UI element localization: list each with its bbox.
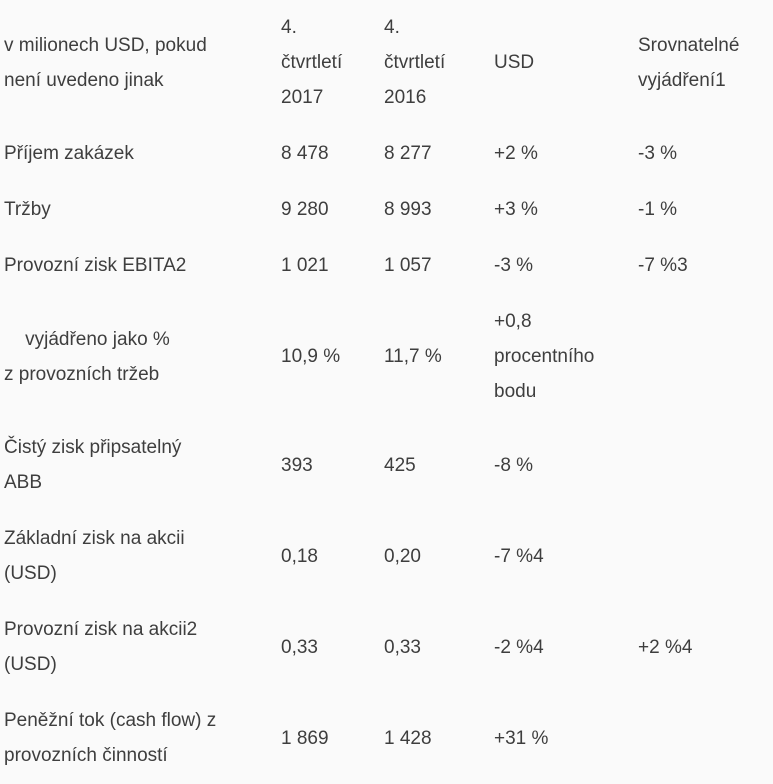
row-label: Čistý zisk připsatelný ABB	[4, 437, 182, 493]
row-label: Provozní zisk EBITA2	[4, 255, 187, 276]
value-usd-change: +31 %	[494, 727, 549, 749]
value-comparable-change: -7 %3	[638, 255, 688, 276]
value-q4-2016: 1 428	[384, 727, 432, 749]
value-q4-2017: 1 869	[281, 727, 329, 749]
table-row: Příjem zakázek 8 478 8 277 +2 % -3 %	[0, 126, 773, 182]
header-row: v milionech USD, pokud není uvedeno jina…	[0, 0, 773, 126]
table-row: Čistý zisk připsatelný ABB 393 425 -8 %	[0, 420, 773, 511]
row-label: Tržby	[4, 199, 51, 220]
table-row: Provozní zisk EBITA2 1 021 1 057 -3 % -7…	[0, 238, 773, 294]
value-usd-change: -3 %	[494, 255, 534, 276]
value-usd-change: -7 %4	[494, 545, 544, 567]
value-q4-2017: 0,33	[281, 636, 318, 658]
value-comparable-change	[634, 511, 773, 602]
value-comparable-change	[634, 420, 773, 511]
value-q4-2017: 10,9 %	[281, 346, 341, 367]
row-label: Příjem zakázek	[4, 143, 134, 164]
value-q4-2017: 9 280	[281, 199, 329, 220]
value-comparable-change: -1 %	[638, 199, 678, 220]
row-label: Provozní zisk na akcii2 (USD)	[4, 619, 198, 675]
value-q4-2017: 393	[281, 454, 313, 476]
value-usd-change: +2 %	[494, 143, 538, 164]
value-usd-change: +3 %	[494, 199, 538, 220]
table-row: Tržby 9 280 8 993 +3 % -1 %	[0, 182, 773, 238]
column-header-usd: USD	[494, 52, 535, 73]
row-label: Peněžní tok (cash flow) z provozních čin…	[4, 710, 217, 766]
value-q4-2016: 0,20	[384, 545, 421, 567]
value-q4-2017: 8 478	[281, 143, 329, 164]
column-header-q4-2016: 4. čtvrtletí 2016	[384, 17, 446, 108]
value-q4-2016: 1 057	[384, 255, 432, 276]
value-q4-2016: 11,7 %	[384, 346, 442, 367]
value-usd-change: -2 %4	[494, 636, 544, 658]
value-usd-change: -8 %	[494, 454, 534, 476]
table-row: Provozní zisk na akcii2 (USD) 0,33 0,33 …	[0, 602, 773, 693]
table-row: Peněžní tok (cash flow) z provozních čin…	[0, 693, 773, 784]
table-row: Základní zisk na akcii (USD) 0,18 0,20 -…	[0, 511, 773, 602]
value-q4-2016: 8 993	[384, 199, 432, 220]
value-q4-2016: 425	[384, 454, 416, 476]
table-row: vyjádřeno jako % z provozních tržeb 10,9…	[0, 294, 773, 420]
column-header-comparable: Srovnatelné vyjádření1	[638, 34, 740, 91]
value-q4-2017: 0,18	[281, 545, 318, 567]
value-comparable-change	[634, 693, 773, 784]
value-q4-2016: 8 277	[384, 143, 432, 164]
row-label: vyjádřeno jako % z provozních tržeb	[4, 328, 170, 385]
column-header-metric: v milionech USD, pokud není uvedeno jina…	[4, 34, 207, 91]
value-usd-change: +0,8 procentního bodu	[494, 311, 595, 402]
value-comparable-change: +2 %4	[638, 636, 693, 658]
value-comparable-change: -3 %	[638, 143, 678, 164]
value-q4-2017: 1 021	[281, 255, 329, 276]
value-q4-2016: 0,33	[384, 636, 421, 658]
column-header-q4-2017: 4. čtvrtletí 2017	[281, 17, 343, 108]
row-label: Základní zisk na akcii (USD)	[4, 528, 185, 584]
value-comparable-change	[634, 294, 773, 420]
